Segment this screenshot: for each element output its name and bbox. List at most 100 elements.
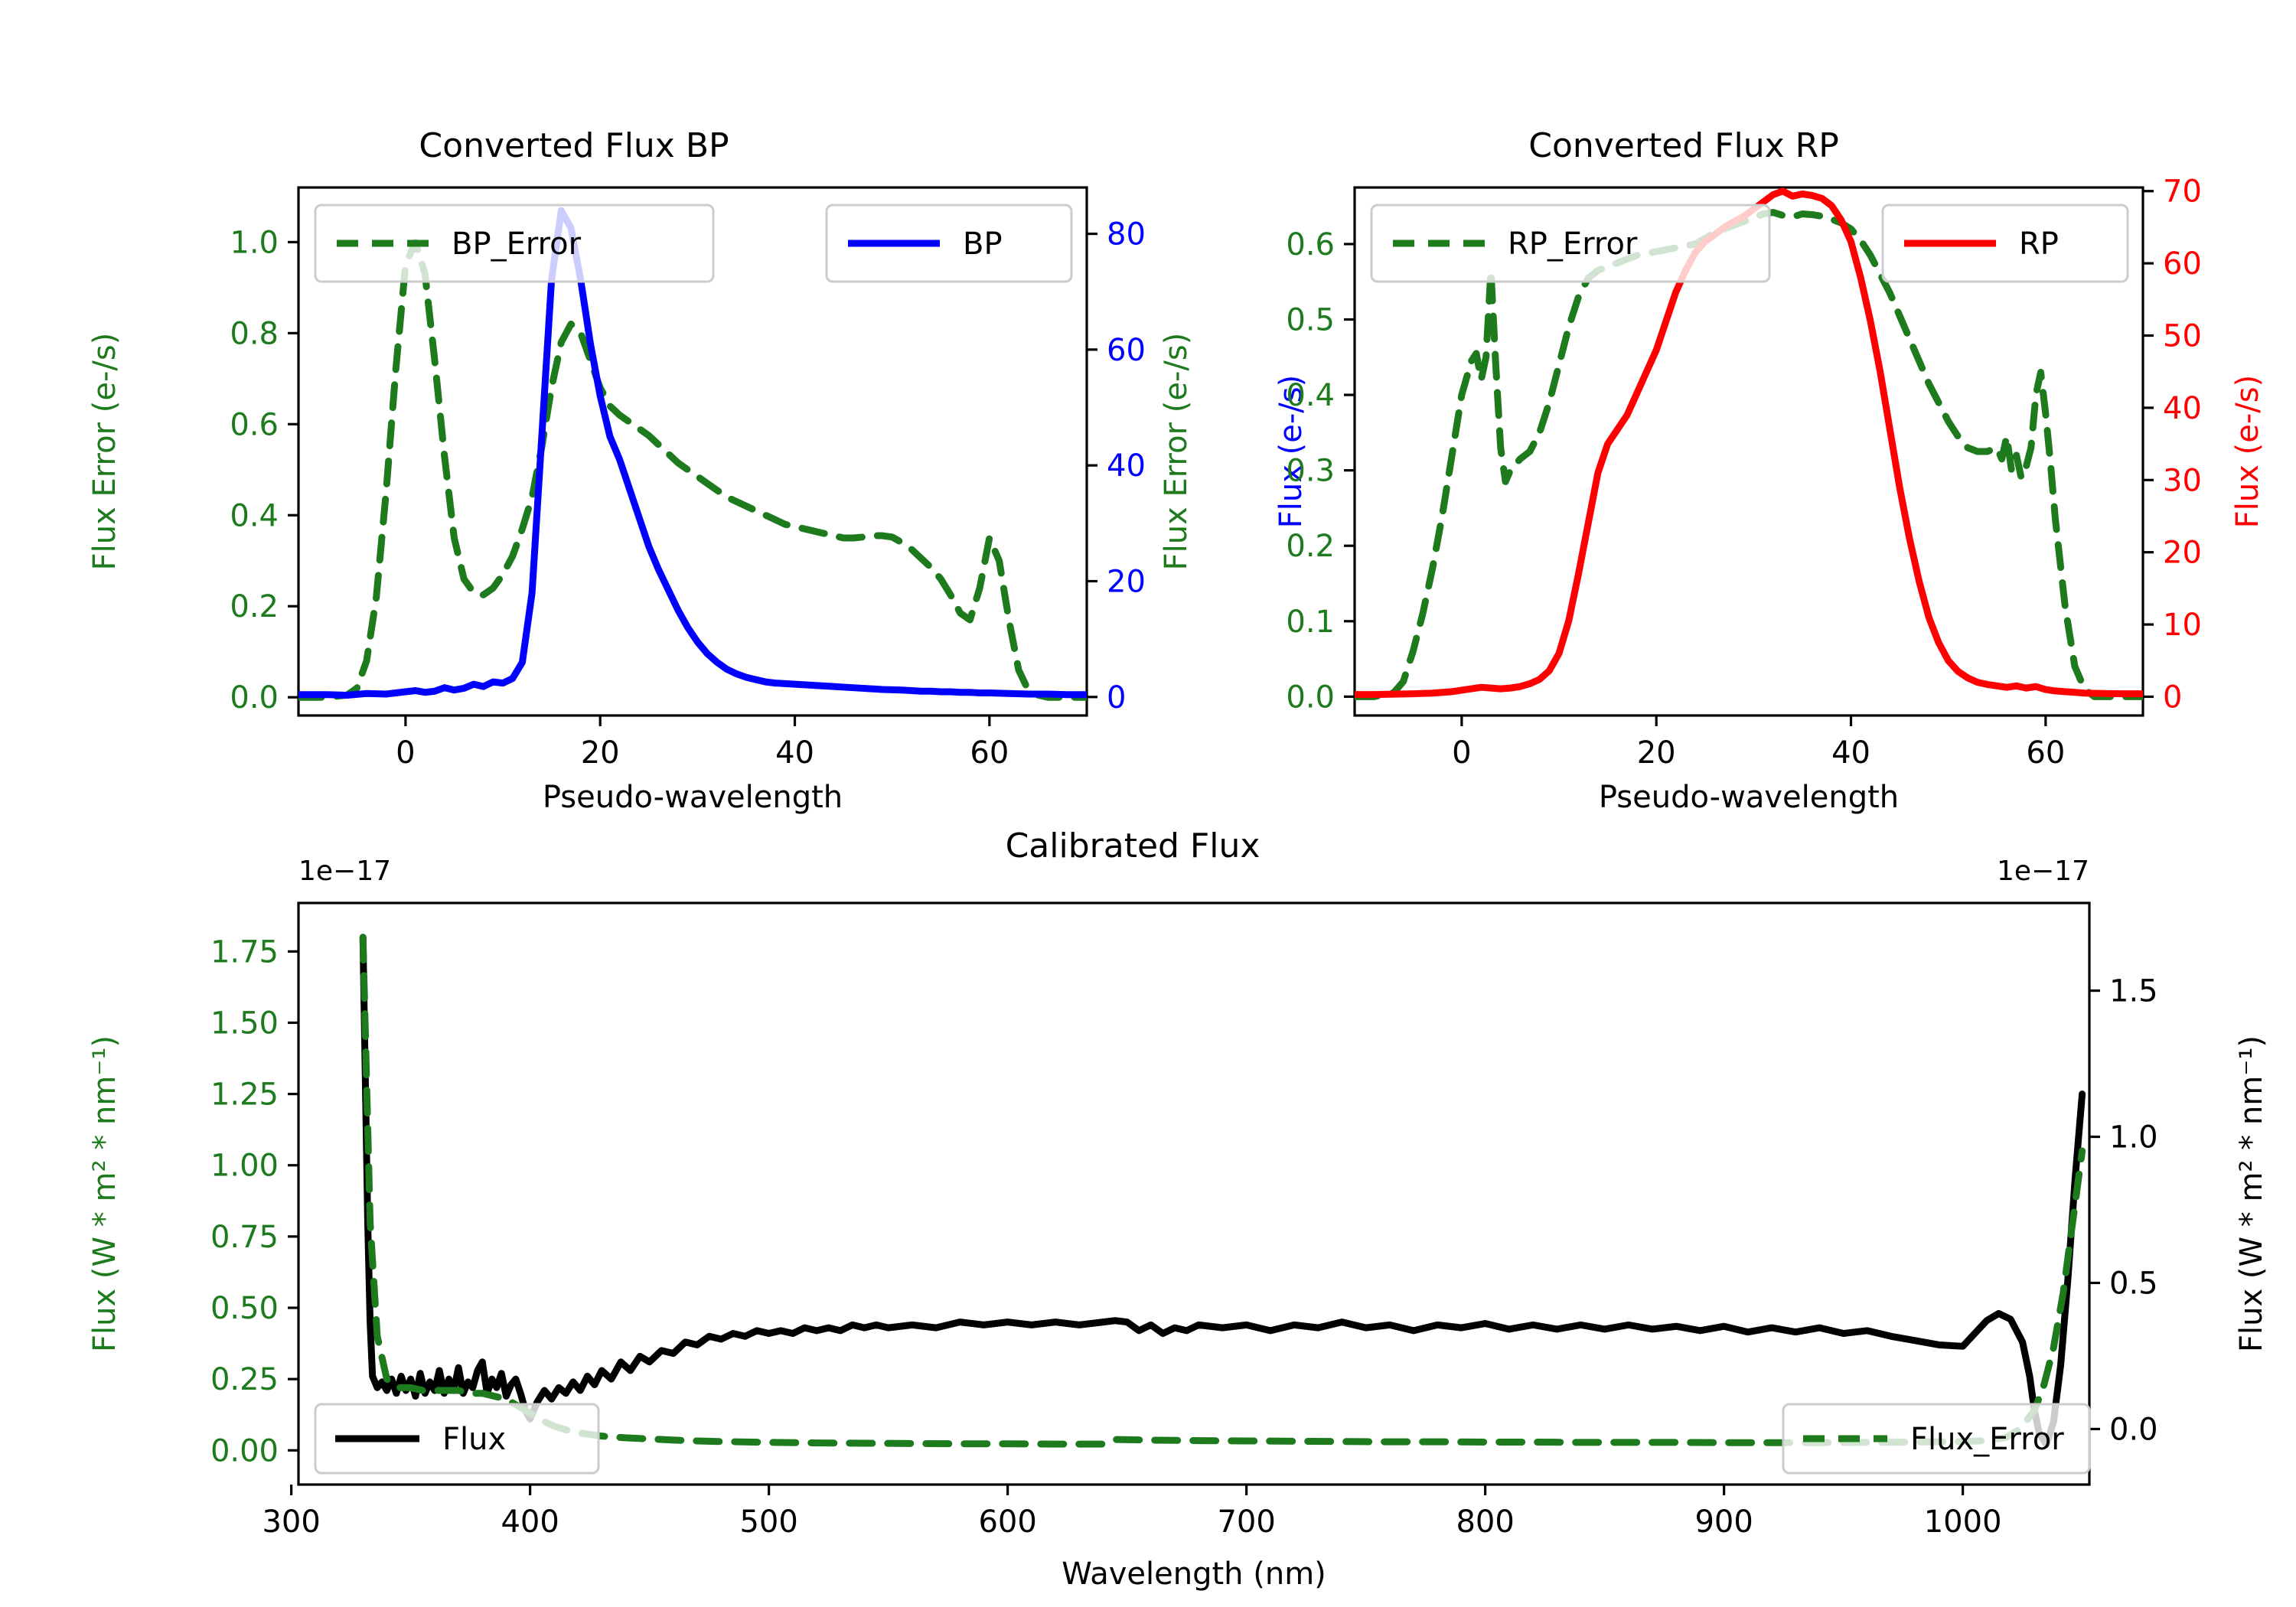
calibrated-axes-ticks: 300 400 500 600 700 800 900 1000 0.00 0.25 0.50 0.7… (210, 934, 2158, 1540)
rp-axes-ticks: 0 20 40 60 0.0 0.1 0.2 0.3 0.4 0.5 0.6 0 10 20 30 40 50 6… (1286, 174, 2202, 771)
y-tick-left-label: 0.2 (230, 589, 279, 624)
y-tick-right-label: 60 (1107, 333, 1146, 368)
calibrated-plot-frame (297, 901, 2091, 1486)
y-tick-left-label: 1.75 (210, 934, 279, 970)
series-flux (359, 934, 2086, 1449)
y-tick-right-label: 30 (2163, 463, 2202, 498)
bp-ylabel-left: Flux Error (e-/s) (87, 333, 122, 571)
y-tick-left-label: 1.00 (210, 1149, 279, 1184)
rp-ylabel-left: Flux Error (e-/s) (1159, 333, 1194, 571)
x-tick-label: 20 (1637, 735, 1676, 771)
rp-legend-error[interactable]: RP_Error (1370, 204, 1771, 283)
rp-legend-flux-label: RP (2019, 227, 2059, 262)
y-tick-right-label: 0.0 (2109, 1412, 2158, 1447)
y-tick-left-label: 1.50 (210, 1006, 279, 1041)
y-tick-right-label: 0 (1107, 680, 1126, 715)
x-tick-label: 1000 (1924, 1504, 2002, 1540)
rp-panel-title: Converted Flux RP (1528, 126, 1839, 165)
series-bp-error (298, 238, 1087, 701)
calibrated-panel-title: Calibrated Flux (1006, 826, 1261, 865)
x-tick-label: 800 (1456, 1504, 1514, 1540)
rp-ylabel-right: Flux (e-/s) (2230, 375, 2265, 528)
calibrated-legend-flux-error-label: Flux_Error (1910, 1422, 2064, 1457)
calibrated-legend-flux-error[interactable]: Flux_Error (1782, 1403, 2091, 1475)
x-tick-label: 60 (2026, 735, 2065, 771)
rp-legend-flux-box (1881, 204, 2129, 283)
rp-chart-svg: Converted Flux RP 0 20 40 60 0.0 0.1 0.2 0.3 0.4… (1159, 126, 2265, 815)
y-tick-left-label: 0.50 (210, 1291, 279, 1326)
calibrated-xlabel: Wavelength (nm) (1062, 1556, 1326, 1592)
bp-ylabel-right: Flux (e-/s) (1274, 375, 1309, 528)
calibrated-legend-flux-box (314, 1403, 600, 1475)
x-tick-label: 900 (1694, 1504, 1753, 1540)
x-tick-label: 600 (978, 1504, 1036, 1540)
y-tick-right-label: 80 (1107, 217, 1146, 253)
calibrated-ylabel-left: Flux (W * m² * nm⁻¹) (87, 1035, 122, 1352)
bp-legend-flux-label: BP (963, 227, 1003, 262)
x-tick-label: 400 (501, 1504, 559, 1540)
x-tick-label: 60 (970, 735, 1009, 771)
y-tick-left-label: 0.1 (1286, 605, 1335, 640)
x-tick-label: 0 (1452, 735, 1471, 771)
rp-xlabel: Pseudo-wavelength (1599, 780, 1899, 815)
y-tick-left-label: 0.75 (210, 1220, 279, 1255)
y-tick-right-label: 50 (2163, 319, 2202, 354)
bp-chart-svg: Converted Flux BP 0 20 40 60 0.0 0.2 0.4 0.6 0.8… (87, 126, 1309, 815)
panel-converted-flux-rp: Converted Flux RP 0 20 40 60 0.0 0.1 0.2 0.3 0.4… (1148, 0, 2296, 826)
y-tick-left-label: 0.2 (1286, 529, 1335, 564)
bp-legend-flux[interactable]: BP (825, 204, 1073, 283)
y-tick-left-label: 0.4 (230, 498, 279, 533)
x-tick-label: 300 (262, 1504, 320, 1540)
y-tick-right-label: 1.0 (2109, 1120, 2158, 1156)
bp-panel-title: Converted Flux BP (419, 126, 729, 165)
y-tick-right-label: 70 (2163, 174, 2202, 210)
bp-legend-error-label: BP_Error (452, 227, 582, 262)
x-tick-label: 40 (1831, 735, 1870, 771)
rp-plot-frame (1353, 186, 2144, 717)
series-rp-error (1355, 209, 2143, 700)
y-tick-left-label: 1.0 (230, 225, 279, 260)
bp-legend-flux-box (825, 204, 1073, 283)
y-tick-left-label: 0.0 (230, 680, 279, 715)
y-tick-left-label: 0.8 (230, 316, 279, 351)
panel-calibrated-flux: Calibrated Flux 1e−17 1e−17 300 400 500 600… (0, 826, 2296, 1607)
y-tick-left-label: 0.3 (1286, 454, 1335, 489)
y-tick-left-label: 0.4 (1286, 378, 1335, 413)
bp-legend-error-box (314, 204, 715, 283)
bp-xlabel: Pseudo-wavelength (543, 780, 843, 815)
rp-legend-error-box (1370, 204, 1771, 283)
y-tick-right-label: 1.5 (2109, 974, 2158, 1009)
panel-converted-flux-bp: Converted Flux BP 0 20 40 60 0.0 0.2 0.4 0.6 0.8… (0, 0, 1309, 826)
y-tick-right-label: 60 (2163, 246, 2202, 282)
bp-axes-ticks: 0 20 40 60 0.0 0.2 0.4 0.6 0.8 1.0 0 20 40 60 80 (230, 217, 1146, 771)
series-bp (298, 207, 1087, 699)
y-tick-right-label: 20 (1107, 564, 1146, 599)
x-tick-label: 40 (775, 735, 814, 771)
x-tick-label: 20 (581, 735, 620, 771)
y-tick-left-label: 0.00 (210, 1433, 279, 1468)
y-tick-right-label: 40 (1107, 448, 1146, 484)
bp-plot-frame (297, 186, 1088, 717)
y-tick-left-label: 0.6 (230, 407, 279, 442)
rp-legend-error-label: RP_Error (1508, 227, 1638, 262)
calibrated-series-layer (359, 934, 2086, 1449)
y-tick-left-label: 0.25 (210, 1362, 279, 1397)
y-tick-left-label: 0.0 (1286, 680, 1335, 715)
calibrated-offset-left: 1e−17 (298, 856, 391, 887)
x-tick-label: 0 (396, 735, 415, 771)
calibrated-legend-flux-label: Flux (442, 1422, 506, 1457)
bp-legend-error[interactable]: BP_Error (314, 204, 715, 283)
y-tick-right-label: 20 (2163, 536, 2202, 571)
y-tick-left-label: 1.25 (210, 1077, 279, 1113)
calibrated-legend-flux-error-box (1782, 1403, 2091, 1475)
calibrated-ylabel-right: Flux (W * m² * nm⁻¹) (2234, 1035, 2269, 1352)
calibrated-chart-svg: Calibrated Flux 1e−17 1e−17 300 400 500 600… (87, 826, 2269, 1592)
rp-legend-flux[interactable]: RP (1881, 204, 2129, 283)
y-tick-left-label: 0.6 (1286, 227, 1335, 262)
calibrated-legend-flux[interactable]: Flux (314, 1403, 600, 1475)
bp-series-layer (298, 207, 1087, 701)
y-tick-right-label: 40 (2163, 391, 2202, 426)
x-tick-label: 500 (739, 1504, 797, 1540)
y-tick-right-label: 0.5 (2109, 1266, 2158, 1301)
